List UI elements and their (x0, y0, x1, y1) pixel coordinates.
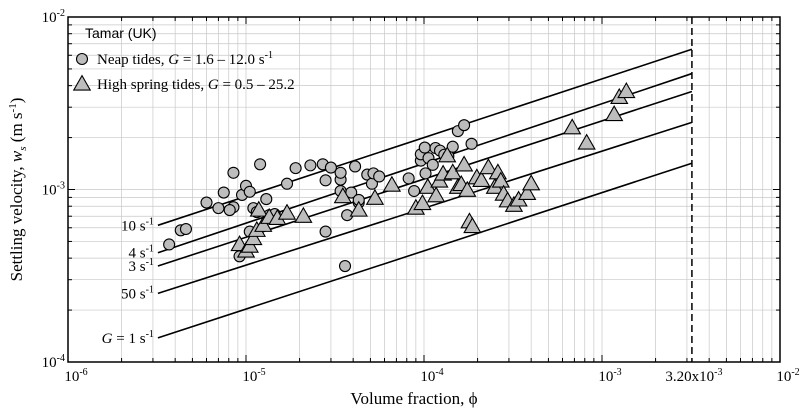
spring-point (249, 200, 268, 217)
neap-point (223, 204, 236, 217)
neap-point (200, 196, 213, 209)
y-tick-label: 10-2 (42, 8, 65, 26)
spring-point (254, 215, 273, 232)
curve-label: 50 s-1 (121, 284, 154, 302)
neap-point (179, 222, 193, 236)
legend-title: Tamar (UK) (85, 25, 157, 41)
spring-point (438, 146, 457, 163)
y-tick-label: 10-4 (42, 353, 65, 371)
spring-point (349, 200, 368, 217)
limit-value-label: 3.20x10-3 (665, 367, 722, 385)
spring-point (333, 187, 353, 204)
spring-point (463, 217, 482, 234)
legend-entry-label: High spring tides, G = 0.5 – 25.2 (97, 77, 295, 93)
neap-point (212, 202, 225, 215)
spring-point (277, 203, 297, 220)
spring-point (454, 155, 474, 172)
spring-point (577, 133, 596, 150)
spring-point (604, 105, 624, 122)
spring-point (382, 175, 402, 192)
x-tick-label: 10-3 (598, 367, 621, 385)
neap-point (338, 259, 352, 273)
neap-point (260, 193, 273, 206)
legend: Tamar (UK) Neap tides, G = 1.6 – 12.0 s-1… (72, 25, 295, 93)
neap-point (418, 141, 431, 154)
neap-point (319, 174, 332, 187)
spring-point (617, 82, 636, 99)
curve-line (157, 162, 693, 339)
legend-entry-label: Neap tides, G = 1.6 – 12.0 s-1 (97, 50, 273, 68)
spring-point (413, 193, 432, 211)
spring-point (244, 229, 263, 246)
y-tick-label: 10-3 (42, 181, 65, 199)
spring-point (562, 118, 582, 135)
axis-tick-labels: 10-6 10-5 10-4 10-3 10-2 10-4 10-3 10-2 3.20x10-… (42, 8, 800, 385)
neap-point (254, 158, 267, 171)
neap-point (280, 177, 294, 190)
neap-point (426, 158, 439, 171)
spring-point (491, 171, 510, 188)
neap-point (402, 172, 415, 185)
neap-point (163, 238, 176, 251)
neap-point (217, 186, 230, 199)
spring-point (518, 183, 537, 200)
x-tick-label: 10-2 (776, 367, 799, 385)
spring-point (294, 206, 313, 223)
curve-label: 4 s-1 (128, 244, 153, 262)
x-tick-label: 10-6 (64, 367, 87, 385)
neap-point (289, 162, 302, 175)
neap-point (373, 170, 386, 183)
x-tick-label: 10-4 (420, 367, 443, 385)
neap-point (243, 185, 256, 198)
spring-point (521, 174, 541, 191)
neap-point (419, 167, 432, 180)
spring-point (443, 163, 462, 180)
curve-label: 10 s-1 (121, 216, 154, 234)
spring-point (426, 186, 446, 203)
neap-point (408, 184, 421, 198)
curve-label: G = 1 s-1 (102, 329, 154, 347)
spring-point (479, 158, 498, 175)
curve-label: 3 s-1 (128, 257, 153, 275)
x-tick-label: 10-5 (242, 367, 265, 385)
x-axis-label: Volume fraction, ϕ (350, 389, 477, 408)
neap-point (349, 160, 362, 173)
spring-point (458, 180, 477, 197)
velocity-curves: 10 s-1 4 s-13 s-1 50 s-1 G = 1 s-1 (102, 48, 693, 347)
data-points (163, 82, 636, 273)
neap-point (304, 159, 317, 172)
neap-point (324, 161, 337, 174)
legend-triangle-marker (72, 74, 92, 91)
spring-point (365, 188, 385, 205)
y-axis-label: Settling velocity, ws (m s-1) (7, 98, 29, 282)
neap-point (334, 166, 347, 179)
spring-point (472, 170, 491, 187)
neap-point (465, 137, 478, 150)
neap-point (227, 166, 240, 179)
legend-circle-marker (75, 52, 89, 66)
neap-point (458, 119, 471, 132)
neap-point (319, 225, 332, 238)
